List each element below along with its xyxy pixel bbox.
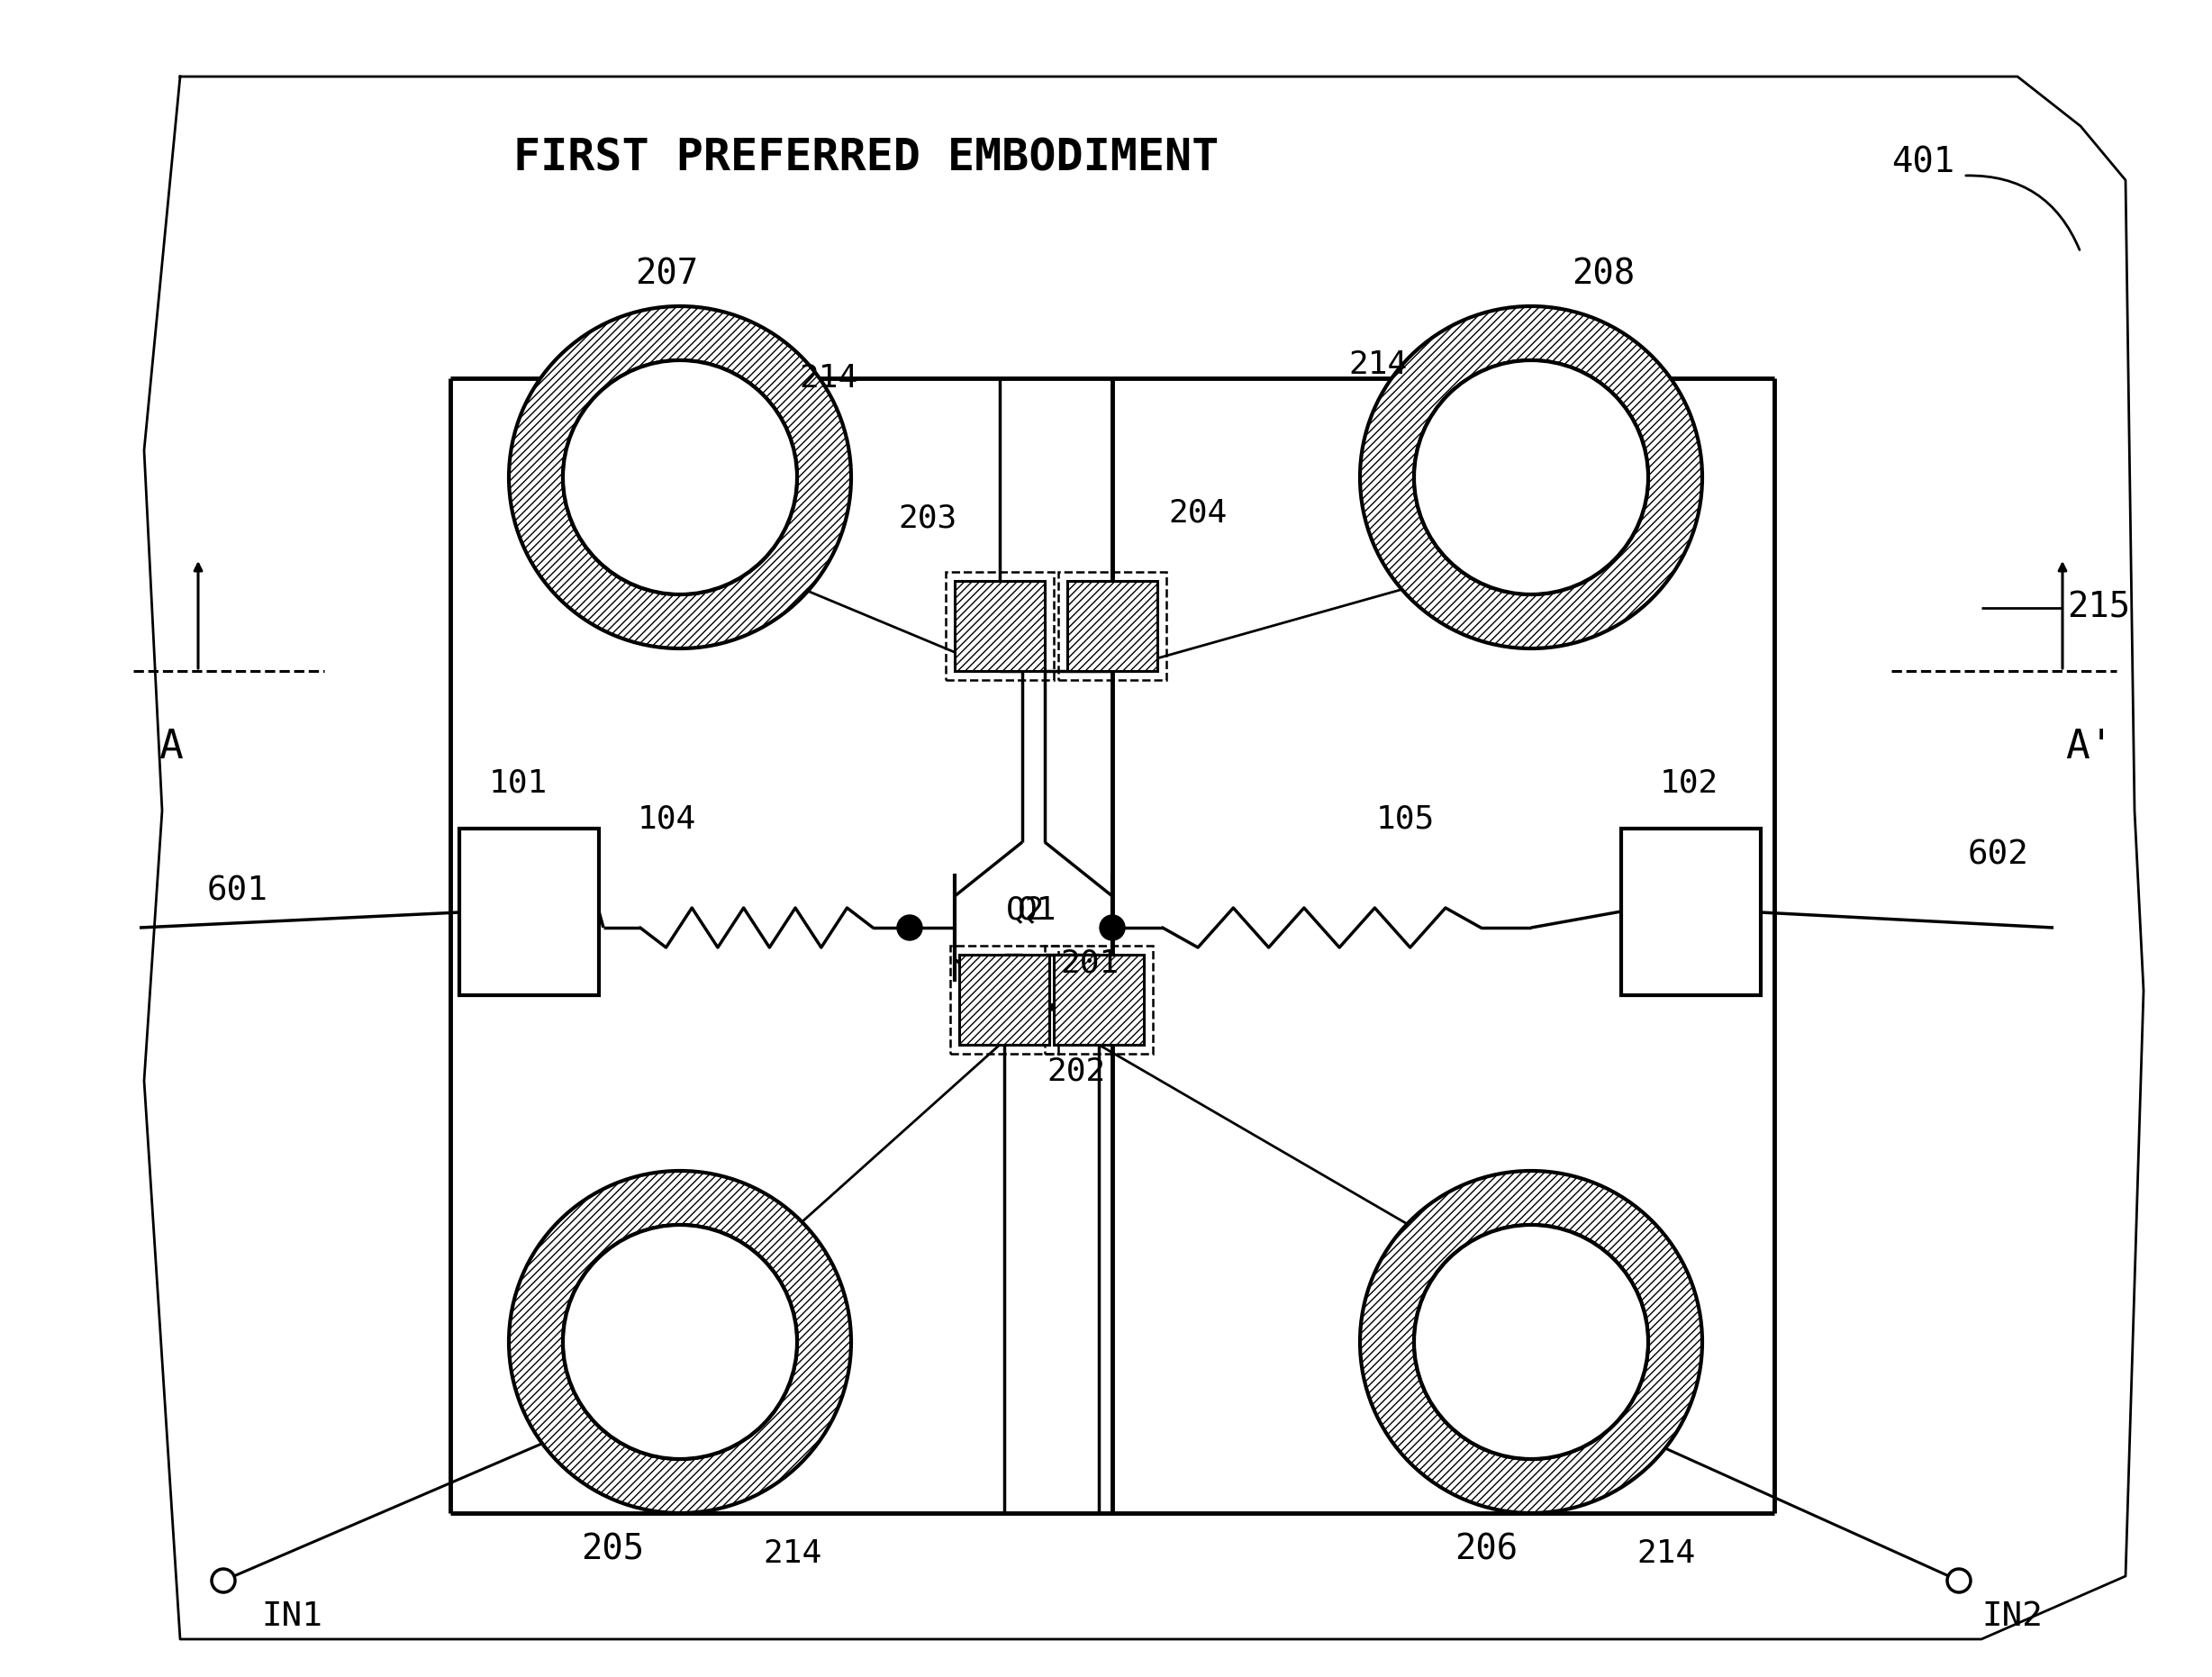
Text: A: A: [159, 728, 184, 766]
Text: 214: 214: [1349, 349, 1407, 381]
Circle shape: [562, 361, 796, 594]
Text: 105: 105: [1376, 805, 1433, 835]
Bar: [956, 580, 1044, 671]
Text: 203: 203: [898, 503, 958, 533]
Text: 214: 214: [763, 1538, 823, 1570]
Bar: [1621, 828, 1761, 994]
Text: 205: 205: [582, 1533, 644, 1566]
Text: 601: 601: [208, 875, 268, 907]
Polygon shape: [144, 77, 2143, 1638]
Bar: [960, 954, 1048, 1045]
Text: 214: 214: [1637, 1538, 1697, 1570]
Bar: [947, 572, 1053, 679]
Bar: [1066, 580, 1157, 671]
Text: 602: 602: [1969, 840, 2028, 872]
Bar: [951, 946, 1057, 1053]
Text: 201: 201: [1060, 949, 1119, 979]
Bar: [1057, 572, 1166, 679]
Text: 101: 101: [489, 768, 546, 798]
Bar: [1053, 954, 1144, 1045]
Circle shape: [898, 916, 922, 941]
Circle shape: [1413, 361, 1648, 594]
Text: 207: 207: [635, 258, 699, 292]
Text: A': A': [2066, 728, 2115, 766]
Text: 104: 104: [637, 805, 697, 835]
Circle shape: [212, 1570, 234, 1593]
Text: 206: 206: [1455, 1533, 1517, 1566]
Circle shape: [1099, 916, 1126, 941]
Text: 204: 204: [1168, 498, 1228, 528]
Text: IN2: IN2: [1982, 1600, 2042, 1633]
Text: 214: 214: [799, 362, 858, 394]
Text: Q1: Q1: [1018, 894, 1057, 926]
Text: 401: 401: [1891, 144, 1955, 179]
Bar: [1044, 946, 1152, 1053]
Circle shape: [1947, 1570, 1971, 1593]
Text: 215: 215: [2066, 590, 2130, 626]
Text: IN1: IN1: [261, 1600, 323, 1633]
Text: FIRST PREFERRED EMBODIMENT: FIRST PREFERRED EMBODIMENT: [513, 136, 1219, 179]
Circle shape: [1413, 1224, 1648, 1459]
Text: 202: 202: [1046, 1057, 1106, 1087]
Bar: [460, 828, 599, 994]
Text: 102: 102: [1659, 768, 1719, 798]
Text: Q2: Q2: [1006, 894, 1044, 926]
Circle shape: [562, 1224, 796, 1459]
Text: 208: 208: [1571, 258, 1635, 292]
